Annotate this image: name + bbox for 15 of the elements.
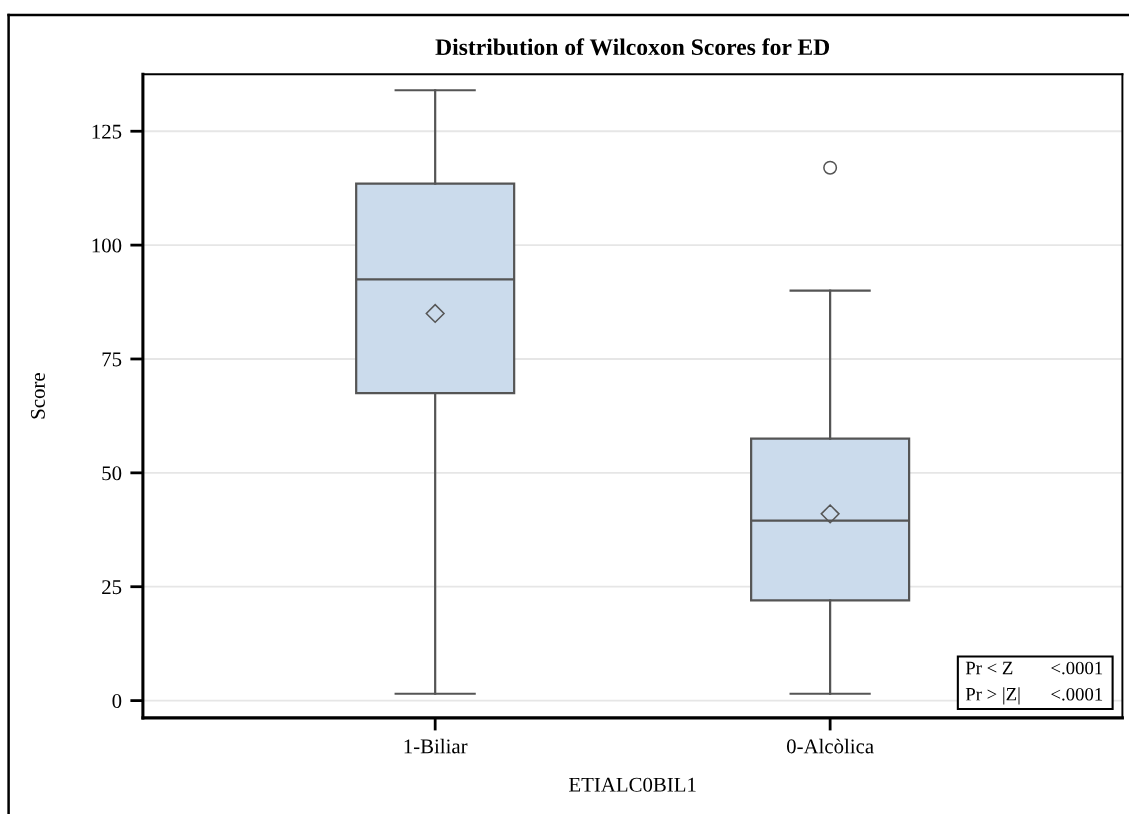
y-axis-title: Score — [30, 373, 45, 419]
y-tick-label: 50 — [102, 466, 122, 481]
y-tick-label: 100 — [92, 238, 122, 253]
x-tick-label: 0-Alcòlica — [786, 738, 874, 754]
annotation: Pr > |Z| — [965, 687, 1020, 705]
annotation: Pr < Z — [965, 661, 1013, 675]
chart-title: Distribution of Wilcoxon Scores for ED — [435, 38, 830, 56]
y-tick-label: 25 — [102, 580, 122, 595]
x-axis-title: ETIALC0BIL1 — [569, 777, 696, 792]
annotation: <.0001 — [1051, 661, 1103, 675]
annotation: <.0001 — [1051, 687, 1103, 701]
y-tick-label: 0 — [112, 693, 122, 709]
y-tick-label: 125 — [92, 124, 122, 139]
y-tick-label: 75 — [102, 352, 122, 367]
x-tick-label: 1-Biliar — [404, 738, 468, 754]
